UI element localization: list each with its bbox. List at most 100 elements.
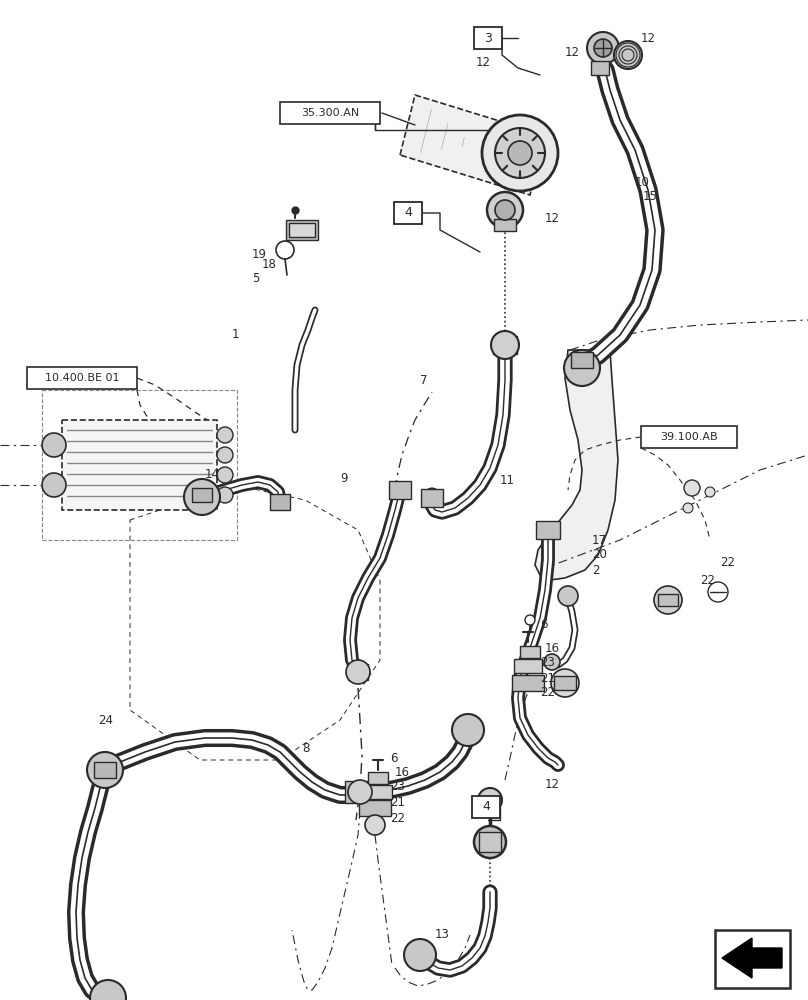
FancyBboxPatch shape <box>474 27 502 49</box>
Text: 3: 3 <box>484 31 492 44</box>
Circle shape <box>487 192 523 228</box>
Bar <box>658 594 678 606</box>
Text: 12: 12 <box>545 778 560 792</box>
Polygon shape <box>722 938 782 978</box>
FancyBboxPatch shape <box>280 102 380 124</box>
Bar <box>286 220 318 240</box>
Circle shape <box>654 586 682 614</box>
Text: 22: 22 <box>720 556 735 568</box>
Circle shape <box>217 427 233 443</box>
Circle shape <box>42 433 66 457</box>
Circle shape <box>491 331 519 359</box>
Circle shape <box>684 480 700 496</box>
Circle shape <box>495 128 545 178</box>
FancyBboxPatch shape <box>641 426 737 448</box>
Bar <box>364 785 392 799</box>
Text: 10.400.BE 01: 10.400.BE 01 <box>44 373 120 383</box>
Text: 20: 20 <box>592 548 607 562</box>
Circle shape <box>495 200 515 220</box>
Text: 12: 12 <box>565 45 580 58</box>
Circle shape <box>525 615 535 625</box>
Circle shape <box>705 487 715 497</box>
FancyBboxPatch shape <box>472 796 500 818</box>
Text: 1: 1 <box>232 328 239 342</box>
Bar <box>389 481 411 499</box>
Circle shape <box>614 41 642 69</box>
Circle shape <box>87 752 123 788</box>
Text: 8: 8 <box>302 742 309 754</box>
Bar <box>94 762 116 778</box>
Bar <box>345 781 375 803</box>
Bar <box>368 772 388 784</box>
FancyBboxPatch shape <box>27 367 137 389</box>
Circle shape <box>482 115 558 191</box>
Circle shape <box>217 447 233 463</box>
Circle shape <box>217 487 233 503</box>
Circle shape <box>587 32 619 64</box>
Circle shape <box>348 780 372 804</box>
Circle shape <box>365 815 385 835</box>
Bar <box>571 352 593 368</box>
Text: 19: 19 <box>252 247 267 260</box>
Bar <box>192 488 212 502</box>
Text: 6: 6 <box>390 752 398 764</box>
Bar <box>494 219 516 231</box>
Circle shape <box>474 826 506 858</box>
Text: 22: 22 <box>390 812 405 824</box>
Text: 6: 6 <box>540 618 548 632</box>
FancyBboxPatch shape <box>715 930 790 988</box>
Text: 4: 4 <box>404 207 412 220</box>
Text: 9: 9 <box>340 472 347 485</box>
Circle shape <box>551 669 579 697</box>
Bar <box>479 832 501 852</box>
Bar <box>520 646 540 658</box>
Circle shape <box>478 788 502 812</box>
Text: 11: 11 <box>500 474 515 487</box>
Text: 24: 24 <box>98 714 113 726</box>
Text: 23: 23 <box>540 656 555 668</box>
Circle shape <box>346 660 370 684</box>
FancyBboxPatch shape <box>394 202 422 224</box>
Circle shape <box>708 582 728 602</box>
Bar <box>348 664 368 680</box>
Circle shape <box>184 479 220 515</box>
FancyBboxPatch shape <box>62 420 217 510</box>
Text: 4: 4 <box>482 800 490 814</box>
Bar <box>270 494 290 510</box>
Circle shape <box>404 939 436 971</box>
Text: 16: 16 <box>545 642 560 654</box>
Circle shape <box>508 141 532 165</box>
Bar <box>536 521 560 539</box>
Circle shape <box>42 473 66 497</box>
Text: 13: 13 <box>435 928 450 942</box>
Bar <box>514 659 542 673</box>
Bar <box>512 675 544 691</box>
Text: 18: 18 <box>262 258 277 271</box>
Polygon shape <box>535 350 618 580</box>
Text: 39.100.AB: 39.100.AB <box>660 432 718 442</box>
Text: 15: 15 <box>643 190 658 202</box>
Text: 23: 23 <box>390 780 405 794</box>
Text: 12: 12 <box>476 55 491 68</box>
Text: 7: 7 <box>420 373 427 386</box>
Text: 5: 5 <box>252 271 259 284</box>
Text: 10: 10 <box>635 176 650 188</box>
Text: 21: 21 <box>390 796 405 808</box>
Text: 17: 17 <box>592 534 607 546</box>
Bar <box>591 61 609 75</box>
Circle shape <box>276 241 294 259</box>
Bar <box>421 489 443 507</box>
Text: 35.300.AN: 35.300.AN <box>301 108 359 118</box>
Bar <box>289 223 315 237</box>
Text: 16: 16 <box>395 766 410 778</box>
Bar <box>493 336 517 354</box>
Bar <box>554 676 576 690</box>
Circle shape <box>544 654 560 670</box>
Text: 12: 12 <box>545 212 560 225</box>
Text: 22: 22 <box>540 686 555 698</box>
Circle shape <box>452 714 484 746</box>
Bar <box>359 800 391 816</box>
Circle shape <box>683 503 693 513</box>
Circle shape <box>564 350 600 386</box>
Text: 14: 14 <box>205 468 220 482</box>
